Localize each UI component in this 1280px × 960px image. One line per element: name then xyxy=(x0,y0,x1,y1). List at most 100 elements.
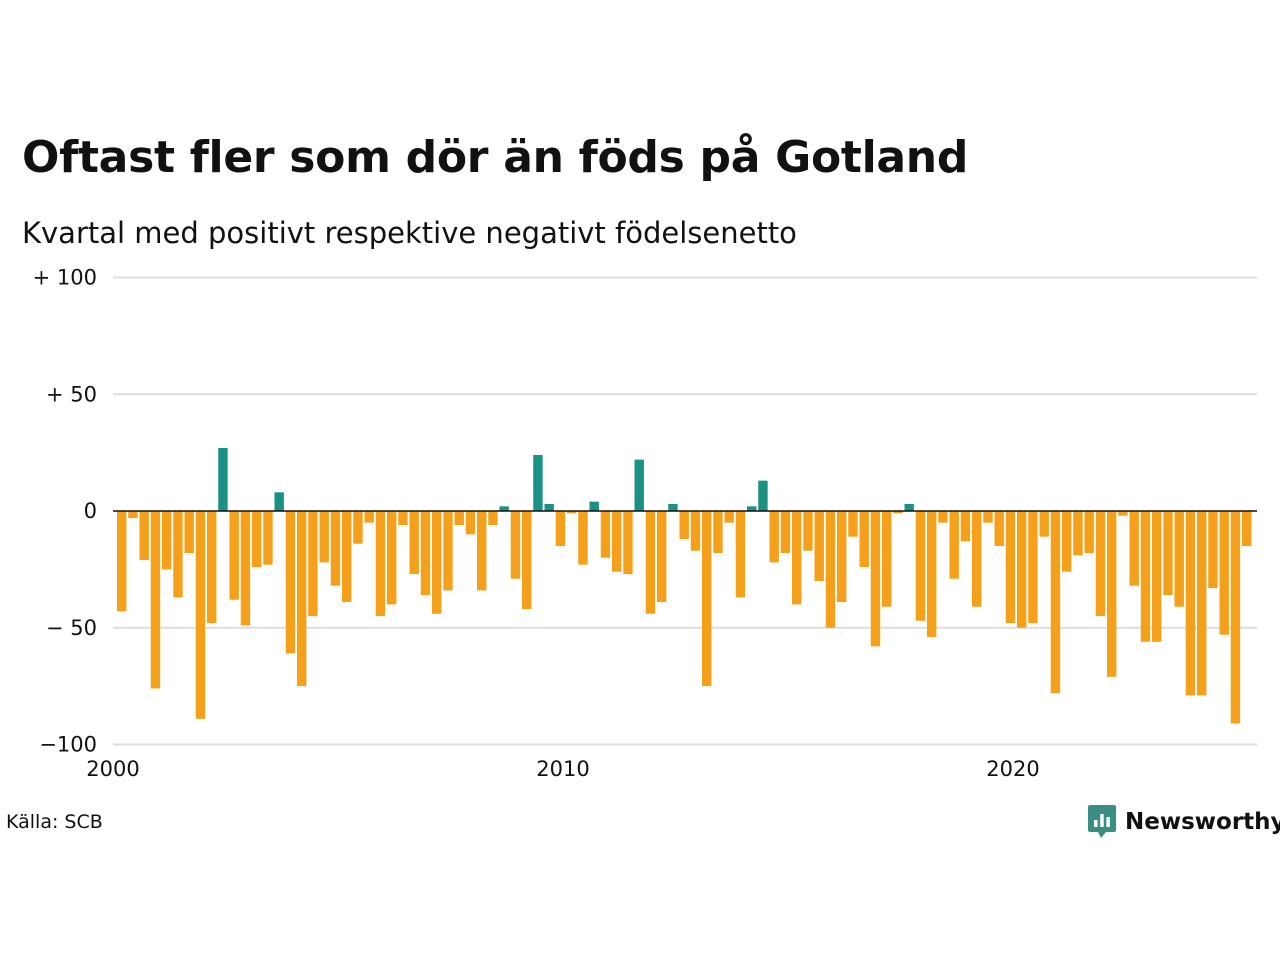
y-axis-labels: + 100 + 50 0 − 50 −100 xyxy=(33,266,97,757)
bar xyxy=(128,511,138,518)
bar xyxy=(668,504,678,511)
bar xyxy=(814,511,824,582)
bar xyxy=(443,511,453,591)
bar xyxy=(409,511,419,575)
bar xyxy=(567,511,577,514)
y-tick-label: 0 xyxy=(84,499,97,523)
bar xyxy=(297,511,307,687)
x-tick-label: 2010 xyxy=(536,757,589,781)
bar xyxy=(1062,511,1072,572)
bar xyxy=(1152,511,1162,642)
bar xyxy=(972,511,982,607)
bar xyxy=(139,511,149,561)
bar xyxy=(375,511,386,617)
newsworthy-logo: Newsworthy xyxy=(1087,803,1280,841)
bar xyxy=(252,511,262,568)
bar xyxy=(342,511,352,603)
bar xyxy=(859,511,869,568)
bar xyxy=(364,511,374,523)
bar xyxy=(477,511,487,591)
bar xyxy=(150,511,161,689)
bar xyxy=(578,511,588,565)
bar xyxy=(1107,511,1117,677)
bar xyxy=(848,511,858,537)
bar xyxy=(1163,511,1173,596)
bar xyxy=(769,511,779,563)
y-tick-label: − 50 xyxy=(46,616,97,640)
bar xyxy=(983,511,993,523)
bar xyxy=(758,480,768,511)
bar xyxy=(735,511,746,598)
bar xyxy=(274,492,284,511)
source-note: Källa: SCB xyxy=(6,811,103,833)
bar xyxy=(915,511,926,621)
bar xyxy=(117,511,127,612)
bars-layer xyxy=(117,447,1252,724)
bar xyxy=(229,511,239,600)
bar xyxy=(780,511,791,554)
bar xyxy=(623,511,633,575)
y-tick-label: −100 xyxy=(39,733,97,757)
bar xyxy=(1118,511,1128,516)
bar xyxy=(184,511,194,554)
bar xyxy=(702,511,712,687)
grid-layer xyxy=(113,276,1257,746)
bar xyxy=(1129,511,1139,586)
bar xyxy=(724,511,734,523)
bar xyxy=(803,511,813,551)
bar xyxy=(949,511,959,579)
bar xyxy=(387,511,397,605)
bar xyxy=(904,504,914,511)
bar xyxy=(1005,511,1016,624)
bar xyxy=(1230,511,1241,724)
bar xyxy=(1185,511,1196,696)
bar xyxy=(870,511,881,647)
bar xyxy=(1140,511,1151,642)
bar xyxy=(488,511,498,526)
bar xyxy=(454,511,464,526)
bar xyxy=(713,511,723,554)
chart-subtitle: Kvartal med positivt respektive negativt… xyxy=(22,216,797,250)
bar xyxy=(690,511,701,551)
bar xyxy=(927,511,937,638)
x-axis-labels: 2000 2010 2020 xyxy=(86,757,1039,781)
bar xyxy=(589,501,599,511)
bar xyxy=(398,511,408,526)
bar xyxy=(522,511,532,610)
x-tick-label: 2020 xyxy=(986,757,1039,781)
bar xyxy=(555,511,566,547)
bar xyxy=(432,511,442,614)
bar xyxy=(465,511,476,535)
bar xyxy=(285,511,296,654)
bar xyxy=(938,511,948,523)
bar xyxy=(1039,511,1049,537)
bar xyxy=(499,506,509,511)
bar xyxy=(544,504,554,511)
bar xyxy=(960,511,971,542)
bar xyxy=(600,511,611,558)
bar xyxy=(657,511,667,603)
bar xyxy=(893,511,903,514)
bar xyxy=(319,511,329,563)
bar xyxy=(1028,511,1038,624)
bar xyxy=(330,511,341,586)
bar xyxy=(1242,511,1252,547)
bar xyxy=(792,511,802,605)
bar xyxy=(218,447,228,511)
bar xyxy=(1219,511,1229,635)
bar xyxy=(353,511,363,544)
bar xyxy=(882,511,892,607)
bar xyxy=(162,511,172,570)
bar xyxy=(612,511,622,572)
x-tick-label: 2000 xyxy=(86,757,139,781)
newsworthy-logo-text: Newsworthy xyxy=(1125,809,1280,835)
bar xyxy=(1073,511,1083,556)
bar xyxy=(1174,511,1184,607)
bar xyxy=(1208,511,1218,589)
bar xyxy=(837,511,847,603)
bar xyxy=(825,511,836,628)
bar xyxy=(1084,511,1094,554)
bar xyxy=(240,511,251,626)
bar xyxy=(645,511,656,614)
bar xyxy=(679,511,689,540)
